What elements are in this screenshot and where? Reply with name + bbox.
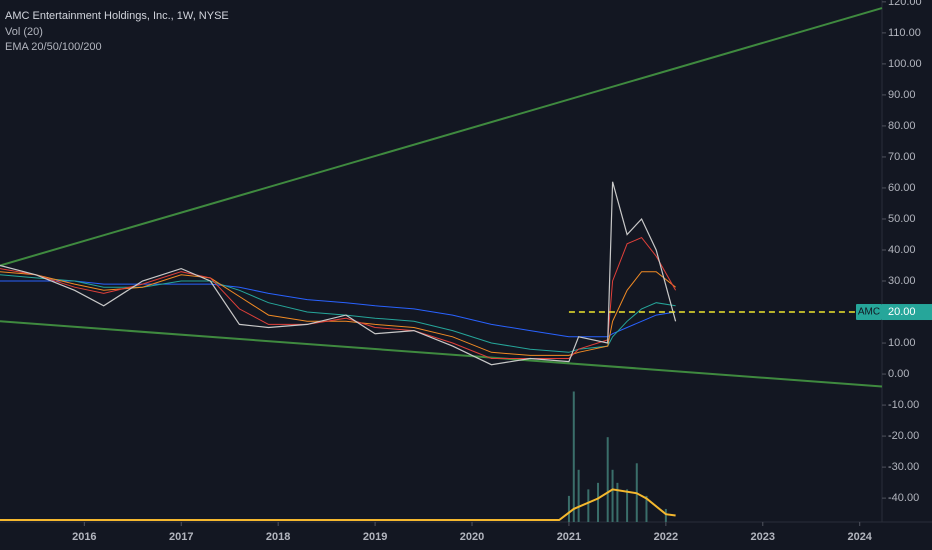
chart-title: AMC Entertainment Holdings, Inc., 1W, NY… [5, 10, 229, 22]
ema-legend: EMA 20/50/100/200 [5, 41, 102, 53]
ema-line [0, 274, 676, 353]
trend-line [0, 320, 883, 388]
volume-bar [567, 495, 570, 522]
y-tick-label: -40.00 [888, 492, 919, 504]
x-tick-label: 2017 [169, 531, 193, 543]
y-tick-label: 50.00 [888, 213, 916, 225]
x-tick-label: 2021 [557, 531, 581, 543]
x-tick-label: 2024 [847, 531, 872, 543]
volume-legend: Vol (20) [5, 26, 43, 38]
x-tick-label: 2018 [266, 531, 290, 543]
volume-bar [611, 469, 614, 522]
y-tick-label: 110.00 [888, 27, 921, 39]
x-tick-label: 2022 [654, 531, 678, 543]
volume-bar [626, 489, 629, 522]
y-tick-label: 100.00 [888, 58, 922, 70]
volume-ma-line [0, 488, 676, 521]
symbol-label: AMC [858, 307, 880, 318]
x-tick-label: 2016 [72, 531, 96, 543]
y-tick-label: 30.00 [888, 275, 916, 287]
y-tick-label: 90.00 [888, 89, 916, 101]
volume-bar [606, 437, 609, 522]
x-tick-label: 2020 [460, 531, 484, 543]
volume-bar [645, 495, 648, 522]
y-tick-label: 60.00 [888, 182, 916, 194]
y-tick-label: 0.00 [888, 368, 909, 380]
y-tick-label: 40.00 [888, 244, 916, 256]
y-tick-label: -10.00 [888, 399, 919, 411]
volume-bar [572, 391, 575, 522]
volume-bar [597, 482, 600, 522]
x-tick-label: 2019 [363, 531, 387, 543]
volume-bar [577, 469, 580, 522]
x-tick-label: 2023 [751, 531, 775, 543]
y-tick-label: -20.00 [888, 430, 919, 442]
price-badge [882, 304, 932, 321]
volume-bar [616, 482, 619, 522]
y-tick-label: -30.00 [888, 461, 919, 473]
price-line [0, 181, 677, 366]
y-tick-label: 120.00 [888, 0, 922, 8]
plot-area [0, 7, 883, 522]
volume-bar [664, 508, 667, 522]
price-label: 20.00 [888, 306, 916, 318]
volume-bar [587, 489, 590, 522]
y-tick-label: 10.00 [888, 337, 916, 349]
symbol-badge [856, 304, 882, 321]
y-tick-label: 70.00 [888, 151, 916, 163]
ema-line [0, 280, 676, 338]
ema-line [0, 271, 676, 356]
trend-line [0, 7, 883, 267]
y-tick-label: 80.00 [888, 120, 916, 132]
